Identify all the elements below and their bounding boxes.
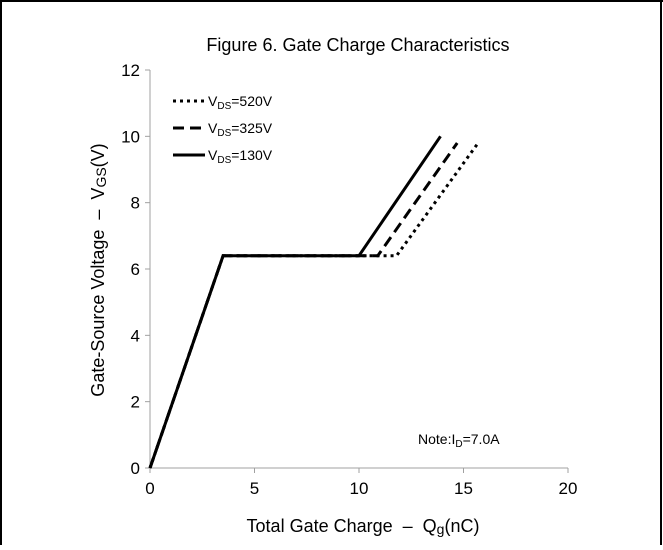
x-tick-label: 0 <box>145 479 154 498</box>
series-line-vds-325v <box>148 142 459 469</box>
legend: VDS=520V VDS=325V VDS=130V <box>173 93 273 166</box>
y-tick-label: 2 <box>131 393 140 412</box>
y-tick-label: 0 <box>131 459 140 478</box>
note-subscript: D <box>455 439 462 450</box>
y-tick-label: 10 <box>121 127 140 146</box>
y-tick-label: 6 <box>131 260 140 279</box>
note-text-prefix: Note:I <box>418 431 455 447</box>
legend-label: VDS=520V <box>208 93 273 112</box>
y-tick-label: 8 <box>131 194 140 213</box>
x-tick-label: 20 <box>559 479 578 498</box>
series-line-vds-520v <box>148 142 480 469</box>
x-tick-label: 5 <box>250 479 259 498</box>
y-tick-label: 12 <box>121 61 140 80</box>
y-tick-label: 4 <box>131 326 140 345</box>
legend-label: VDS=130V <box>208 147 273 166</box>
legend-label: VDS=325V <box>208 120 273 139</box>
x-tick-label: 15 <box>454 479 473 498</box>
x-axis-label: Total Gate Charge – Qg(nC) <box>247 516 480 537</box>
chart-title: Figure 6. Gate Charge Characteristics <box>206 35 509 55</box>
y-axis-label: Gate-Source Voltage – VGS(V) <box>88 143 109 396</box>
series-layer <box>148 135 480 469</box>
note-text-suffix: =7.0A <box>463 431 501 447</box>
plot-area: 0 2 4 6 8 10 12 0 5 10 15 20 <box>121 61 577 498</box>
x-axis-ticks: 0 5 10 15 20 <box>145 468 577 498</box>
y-axis-ticks: 0 2 4 6 8 10 12 <box>121 61 150 478</box>
series-line-vds-130v <box>148 135 442 469</box>
x-tick-label: 10 <box>350 479 369 498</box>
note-label: Note:ID=7.0A <box>418 431 500 450</box>
